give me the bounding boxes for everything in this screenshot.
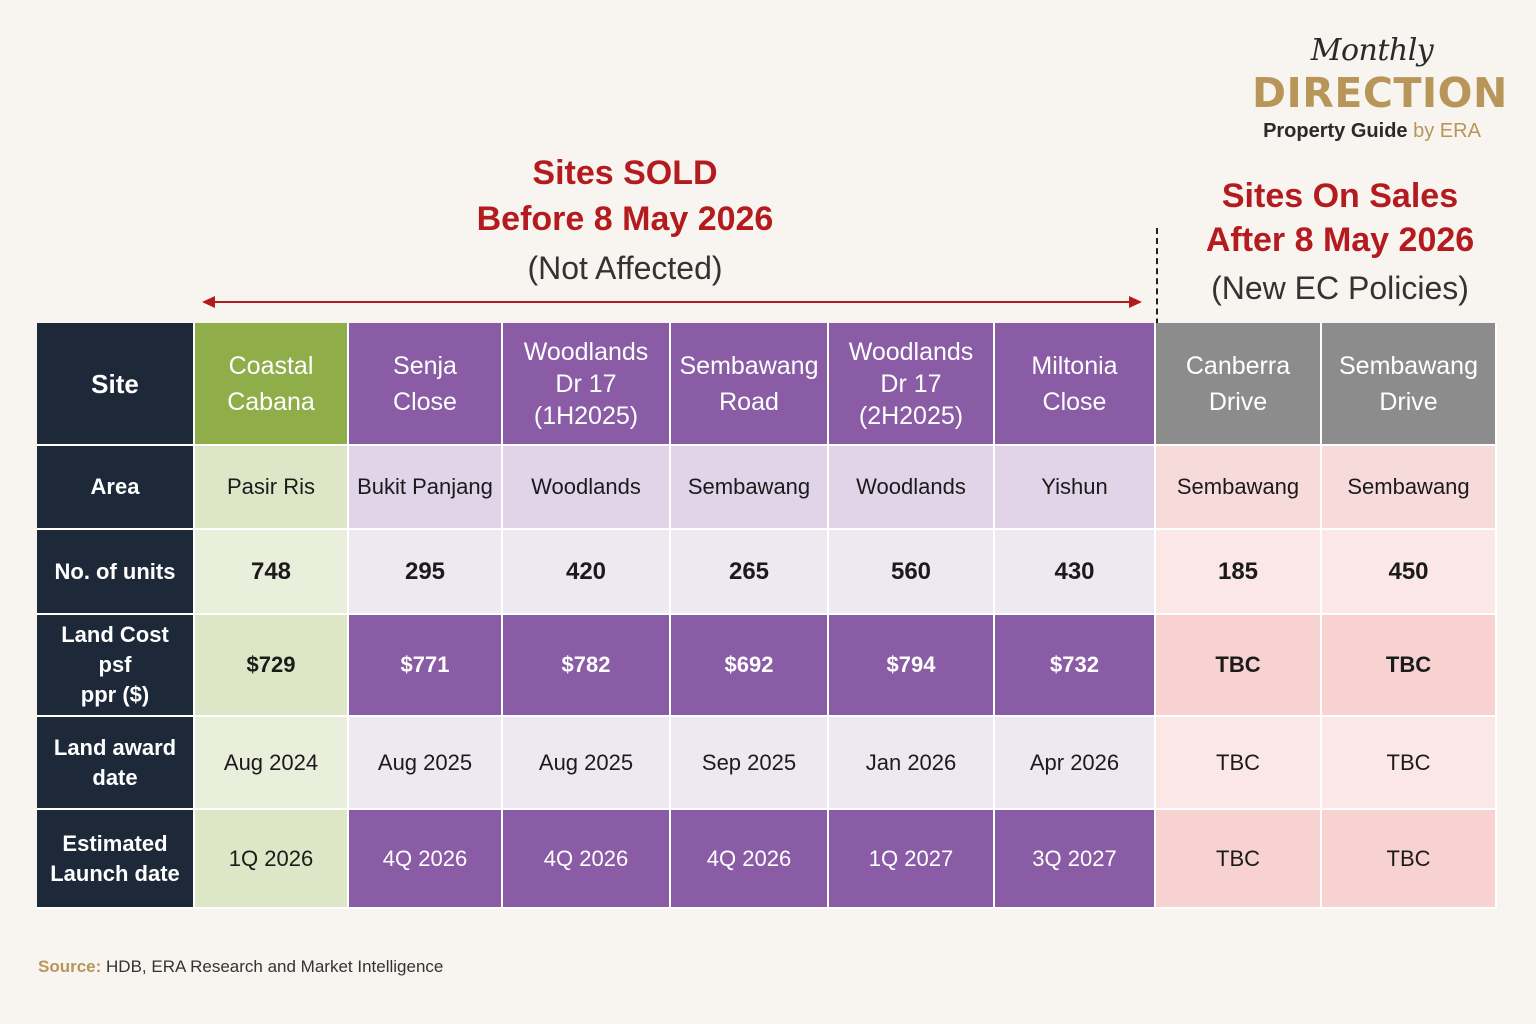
award-date-cell: TBC [1322,717,1497,810]
award-date-cell: TBC [1156,717,1322,810]
sites-table: Site Coastal Cabana Senja Close Woodlands D… [37,323,1499,909]
double-arrow-icon [202,296,1142,308]
sales-heading: Sites On Sales After 8 May 2026 (New EC … [1160,174,1520,310]
award-date-cell: Aug 2024 [195,717,349,810]
sold-heading-line2: Before 8 May 2026 [476,200,774,238]
site-header: Canberra Drive [1156,323,1322,446]
land-cost-cell: TBC [1156,615,1322,717]
area-cell: Woodlands [829,446,995,530]
units-cell: 265 [671,530,829,615]
award-date-cell: Apr 2026 [995,717,1156,810]
area-cell: Bukit Panjang [349,446,503,530]
site-header: Senja Close [349,323,503,446]
logo-sub-main: Property Guide [1263,120,1408,142]
site-header: Woodlands Dr 17 (1H2025) [503,323,671,446]
launch-date-cell: TBC [1322,810,1497,909]
launch-date-cell: 1Q 2027 [829,810,995,909]
units-cell: 748 [195,530,349,615]
area-cell: Sembawang [1322,446,1497,530]
launch-date-cell: 4Q 2026 [503,810,671,909]
sold-heading: Sites SOLD Before 8 May 2026 (Not Affect… [400,150,850,290]
award-date-cell: Sep 2025 [671,717,829,810]
row-label-land-cost: Land Cost psf ppr ($) [37,615,195,717]
area-cell: Sembawang [1156,446,1322,530]
units-cell: 185 [1156,530,1322,615]
area-cell: Woodlands [503,446,671,530]
land-cost-cell: $692 [671,615,829,717]
launch-date-cell: 4Q 2026 [349,810,503,909]
units-cell: 450 [1322,530,1497,615]
land-cost-cell: $729 [195,615,349,717]
source-note: Source: HDB, ERA Research and Market Int… [38,957,443,977]
units-cell: 420 [503,530,671,615]
source-text: HDB, ERA Research and Market Intelligenc… [106,957,444,976]
logo-script: Monthly [1310,33,1434,68]
row-label-area: Area [37,446,195,530]
row-label-launch-date: Estimated Launch date [37,810,195,909]
area-cell: Sembawang [671,446,829,530]
sales-heading-line1: Sites On Sales [1221,177,1459,215]
land-cost-cell: $771 [349,615,503,717]
award-date-cell: Aug 2025 [349,717,503,810]
logo: Monthly DIRECTION Property Guide by ERA [1252,32,1508,144]
site-header: Coastal Cabana [195,323,349,446]
logo-main: DIRECTION [1252,69,1508,117]
units-cell: 430 [995,530,1156,615]
row-label-units: No. of units [37,530,195,615]
launch-date-cell: 1Q 2026 [195,810,349,909]
source-label: Source: [38,957,102,976]
area-cell: Yishun [995,446,1156,530]
sales-heading-line2: After 8 May 2026 [1205,221,1475,259]
launch-date-cell: 3Q 2027 [995,810,1156,909]
award-date-cell: Jan 2026 [829,717,995,810]
award-date-cell: Aug 2025 [503,717,671,810]
sold-heading-line3: (Not Affected) [527,250,723,286]
site-header: Woodlands Dr 17 (2H2025) [829,323,995,446]
logo-sub-by: by ERA [1413,120,1481,142]
land-cost-cell: $782 [503,615,671,717]
land-cost-cell: $794 [829,615,995,717]
land-cost-cell: $732 [995,615,1156,717]
row-label-award-date: Land award date [37,717,195,810]
site-header: Sembawang Road [671,323,829,446]
site-header: Sembawang Drive [1322,323,1497,446]
launch-date-cell: 4Q 2026 [671,810,829,909]
area-cell: Pasir Ris [195,446,349,530]
site-header: Miltonia Close [995,323,1156,446]
units-cell: 295 [349,530,503,615]
row-label-site: Site [37,323,195,446]
land-cost-cell: TBC [1322,615,1497,717]
units-cell: 560 [829,530,995,615]
sales-heading-line3: (New EC Policies) [1211,270,1469,306]
launch-date-cell: TBC [1156,810,1322,909]
logo-sub: Property Guide by ERA [1252,118,1492,144]
sold-heading-line1: Sites SOLD [532,154,718,192]
